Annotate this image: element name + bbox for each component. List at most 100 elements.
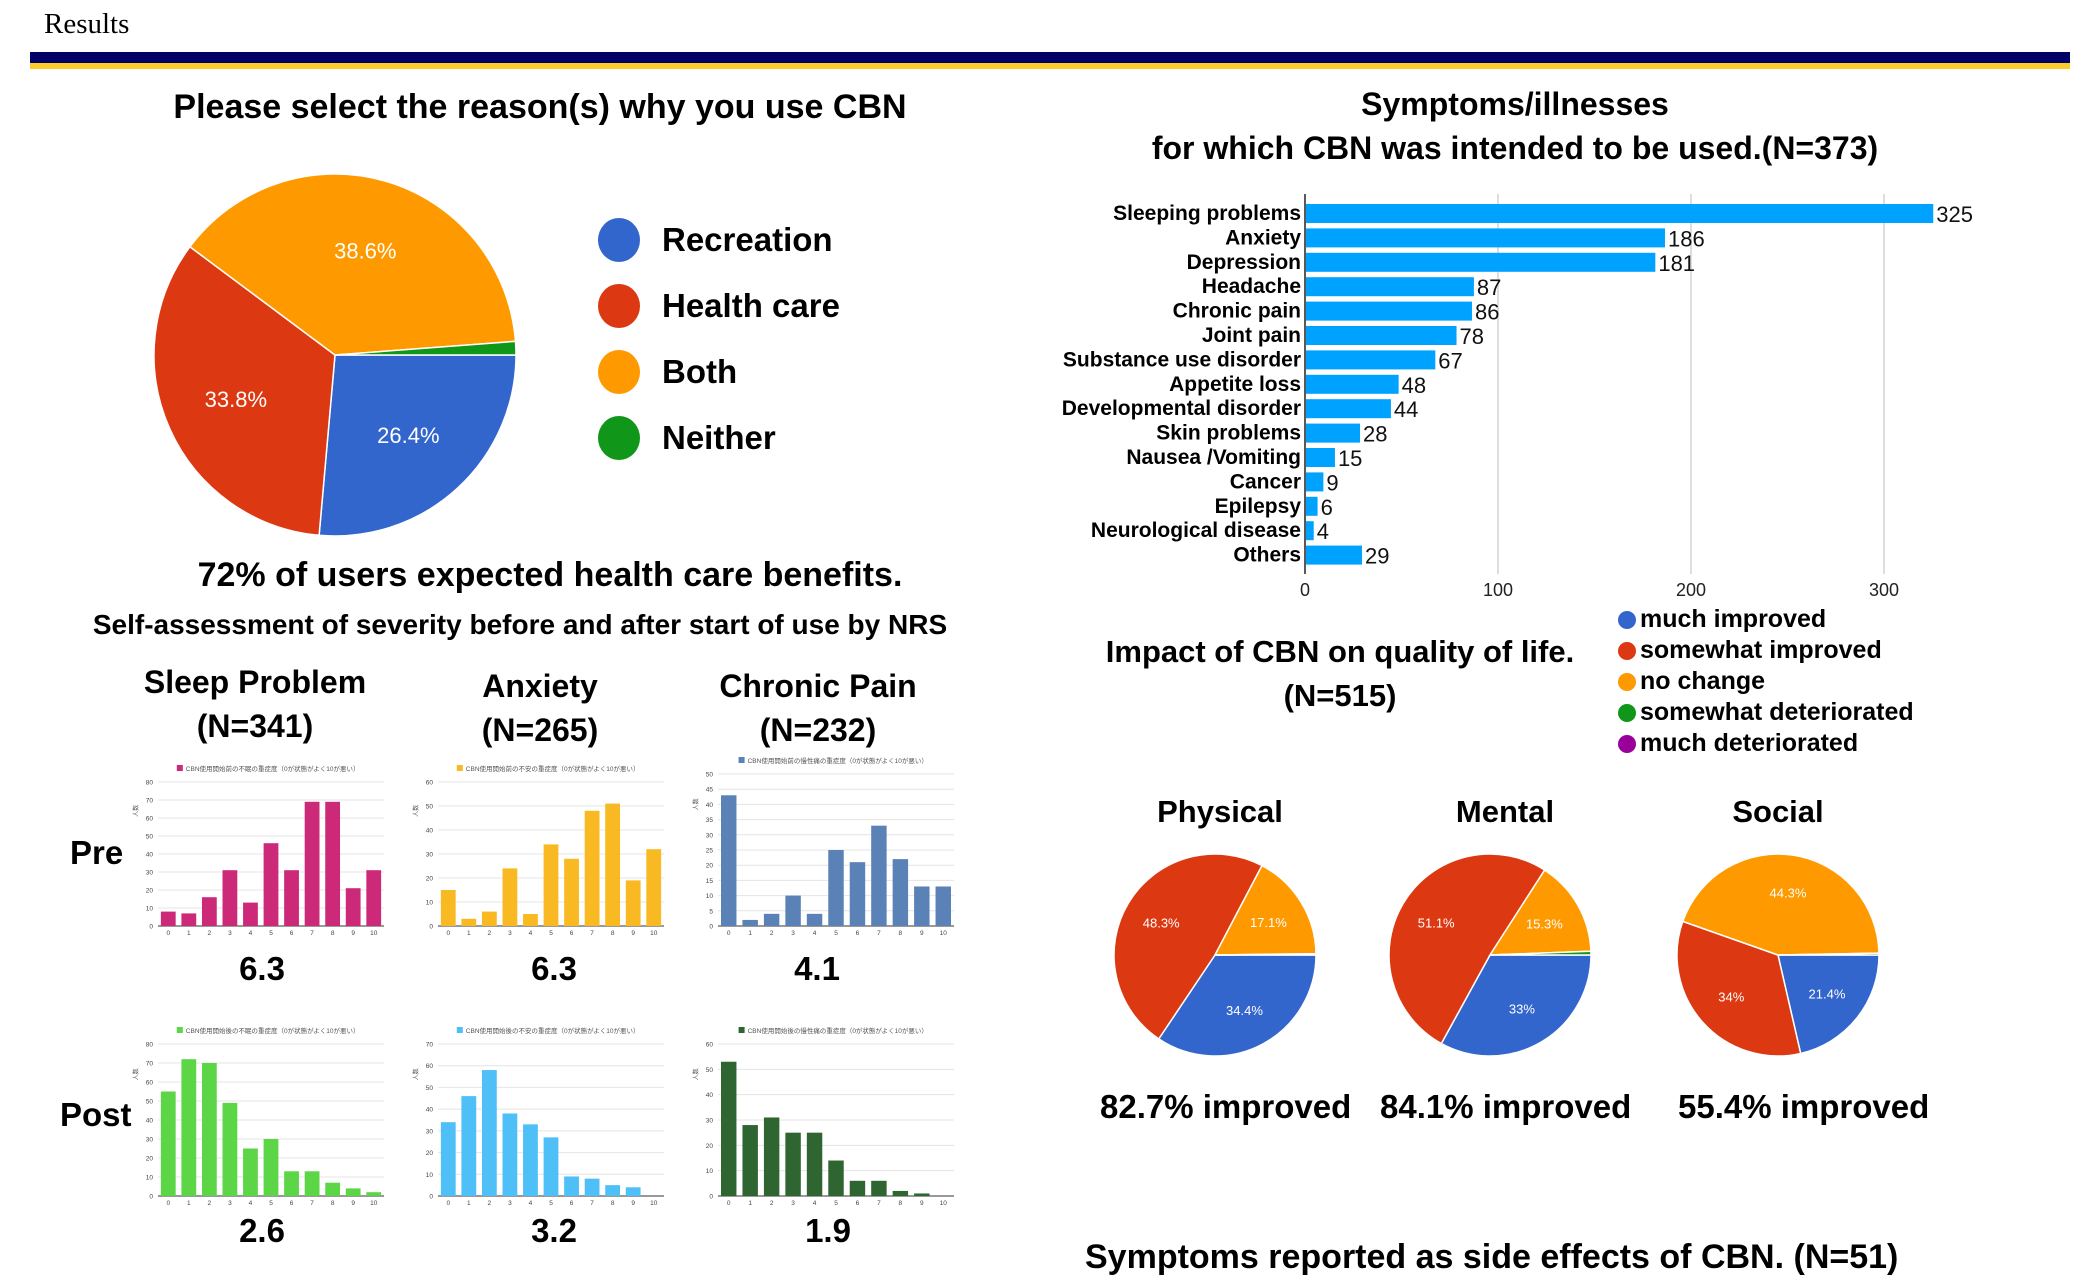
x-tick-label: 8 (899, 1200, 903, 1207)
row-label-pre: Pre (70, 834, 124, 871)
x-tick-label: 6 (290, 930, 294, 937)
qol-pie-mental: 33% 51.1% 15.3% (1388, 853, 1592, 1057)
reasons-summary: 72% of users expected health care benefi… (197, 556, 903, 594)
y-tick-label: 10 (426, 1172, 434, 1179)
qol-pie-title-mental: Mental (1455, 794, 1555, 829)
bar (440, 1122, 456, 1196)
y-tick-label: 70 (146, 1061, 154, 1068)
bar (871, 825, 887, 926)
y-tick-label: 80 (146, 1042, 154, 1049)
nrs-col-n: (N=341) (196, 708, 314, 744)
x-tick-label: 200 (1676, 580, 1706, 600)
row-label-post: Post (60, 1096, 132, 1133)
legend-label: Health care (662, 287, 840, 324)
y-tick-label: 10 (146, 906, 154, 913)
y-tick-label: 0 (149, 924, 153, 931)
x-tick-label: 4 (249, 1200, 253, 1207)
pie-slice-label: 34% (1718, 989, 1744, 1004)
symptoms-title-line1: Symptoms/illnesses (1361, 86, 1669, 122)
bar (523, 914, 538, 926)
category-label: Joint pain (1202, 324, 1301, 347)
legend-dot-icon (1618, 610, 1636, 629)
category-label: Anxiety (1225, 226, 1301, 249)
nrs-col-title-pain: Chronic Pain (N=232) (668, 664, 968, 752)
x-tick-label: 3 (228, 930, 232, 937)
qol-legend-item: much improved (1618, 604, 1914, 635)
legend-dot-icon (598, 284, 640, 328)
bar (1306, 277, 1474, 297)
pie-slice-label: 33% (1509, 1001, 1535, 1016)
legend-dot-icon (598, 416, 640, 460)
category-label: Others (1233, 544, 1301, 567)
bar (1306, 448, 1335, 467)
pie-slice-both (188, 173, 517, 356)
x-tick-label: 5 (834, 930, 838, 937)
y-tick-label: 50 (426, 1085, 434, 1092)
value-label: 4 (1317, 519, 1329, 544)
y-axis-label: 人数 (412, 805, 420, 817)
pie-slice-somewhat-improved (1113, 853, 1263, 1040)
bar (763, 1117, 780, 1196)
legend-swatch-icon (738, 757, 745, 763)
chart-legend-label: CBN使用開始前の不安の重症度（0が状態がよく10が悪い） (466, 764, 640, 773)
bar (646, 849, 662, 926)
bar (1306, 399, 1391, 419)
y-tick-label: 20 (146, 888, 154, 895)
legend-dot-icon (598, 350, 640, 394)
x-tick-label: 5 (269, 930, 273, 937)
legend-label: much improved (1640, 605, 1827, 633)
x-tick-label: 9 (351, 1200, 355, 1207)
bar (584, 1178, 600, 1196)
bar (523, 1124, 538, 1196)
bar (366, 870, 382, 926)
nrs-col-name: Chronic Pain (719, 668, 917, 704)
y-tick-label: 20 (146, 1156, 154, 1163)
qol-title-line1: Impact of CBN on quality of life. (1105, 634, 1575, 669)
y-tick-label: 15 (706, 878, 714, 885)
y-tick-label: 60 (146, 1080, 154, 1087)
x-tick-label: 10 (650, 930, 658, 937)
pie-slice-somewhat-deteriorated (1489, 950, 1592, 956)
category-label: Depression (1187, 251, 1301, 274)
x-tick-label: 4 (529, 930, 533, 937)
improved-physical: 82.7% improved (1100, 1088, 1352, 1125)
x-tick-label: 7 (877, 1200, 881, 1207)
y-tick-label: 10 (426, 900, 434, 907)
category-label: Neurological disease (1091, 519, 1301, 542)
nrs-chart-pain-post: CBN使用開始後の慢性痛の重症度（0が状態がよく10が悪い）人数01020304… (692, 1026, 954, 1207)
pie-slice-much-improved (1440, 954, 1592, 1057)
bar (345, 1188, 361, 1196)
bar (1306, 496, 1318, 516)
chart-legend-label: CBN使用開始前の不眠の重症度（0が状態がよく10が悪い） (186, 764, 360, 773)
legend-item-both: Both (598, 347, 840, 397)
bar (461, 918, 477, 926)
bar (806, 913, 823, 926)
pie-slice-recreation (318, 354, 517, 537)
bar (181, 913, 197, 926)
mean-pain-post: 1.9 (805, 1212, 851, 1249)
y-tick-label: 40 (706, 1092, 714, 1099)
x-tick-label: 2 (208, 930, 212, 937)
bar (564, 858, 579, 926)
bar (284, 1171, 299, 1196)
qol-pie-physical: 34.4% 48.3% 17.1% (1113, 853, 1317, 1057)
y-axis-label: 人数 (692, 798, 700, 810)
bar (849, 1180, 866, 1196)
qol-legend-item: no change (1618, 666, 1914, 697)
pie-slice-label: 17.1% (1250, 915, 1287, 930)
legend-label: somewhat improved (1640, 636, 1882, 664)
y-tick-label: 0 (709, 1194, 713, 1201)
y-tick-label: 50 (146, 1099, 154, 1106)
y-tick-label: 80 (146, 780, 154, 787)
reasons-pie-chart: 26.4% 33.8% 38.6% (153, 173, 517, 537)
x-tick-label: 4 (813, 1200, 817, 1207)
bar (325, 1182, 341, 1196)
improved-social: 55.4% improved (1678, 1088, 1930, 1125)
bar (849, 862, 866, 926)
value-label: 29 (1365, 544, 1389, 569)
qol-pie-title-social: Social (1732, 794, 1824, 829)
bar (481, 911, 497, 926)
bar (222, 1102, 238, 1196)
x-tick-label: 0 (446, 930, 450, 937)
bar (502, 868, 518, 926)
